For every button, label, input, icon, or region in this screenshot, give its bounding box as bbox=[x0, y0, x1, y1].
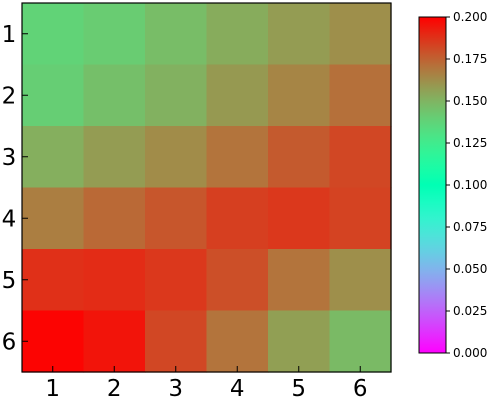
heatmap-cell bbox=[268, 64, 331, 127]
heatmap-cell bbox=[329, 249, 392, 312]
x-tick-label: 2 bbox=[107, 376, 122, 401]
colorbar-ticks: 0.000 0.025 0.050 0.075 0.100 0.125 0.150 0.175… bbox=[446, 10, 487, 360]
heatmap-cell bbox=[83, 187, 146, 250]
y-tick-label: 4 bbox=[2, 206, 17, 232]
heatmap-cell bbox=[206, 64, 269, 127]
plot-frame bbox=[21, 2, 392, 373]
colorbar bbox=[418, 16, 447, 354]
colorbar-tick-label: 0.025 bbox=[453, 304, 487, 318]
y-tick-label: 1 bbox=[2, 22, 17, 48]
heatmap-cell bbox=[145, 64, 208, 127]
y-tick-label: 3 bbox=[2, 145, 17, 171]
heatmap-cell bbox=[145, 249, 208, 312]
heatmap-cell bbox=[22, 126, 85, 189]
colorbar-tick-label: 0.175 bbox=[453, 52, 487, 66]
heatmap-cell bbox=[329, 3, 392, 66]
heatmap-cell bbox=[145, 310, 208, 373]
colorbar-tick-label: 0.125 bbox=[453, 136, 487, 150]
heatmap-cell bbox=[83, 126, 146, 189]
y-axis-ticks: 1 2 3 4 5 6 bbox=[2, 22, 28, 355]
heatmap-cell bbox=[83, 3, 146, 66]
heatmap-cell bbox=[206, 187, 269, 250]
x-tick-label: 4 bbox=[230, 376, 245, 401]
y-tick-label: 5 bbox=[2, 268, 17, 294]
colorbar-tick-label: 0.100 bbox=[453, 178, 487, 192]
x-tick-label: 3 bbox=[168, 376, 183, 401]
heatmap-cell bbox=[22, 64, 85, 127]
x-axis-ticks: 1 2 3 4 5 6 bbox=[45, 366, 368, 401]
heatmap-cell bbox=[268, 126, 331, 189]
y-tick-label: 6 bbox=[2, 329, 17, 355]
heatmap-cell bbox=[268, 3, 331, 66]
colorbar-tick-label: 0.200 bbox=[453, 10, 487, 24]
heatmap-cell bbox=[83, 249, 146, 312]
heatmap-cell bbox=[22, 249, 85, 312]
heatmap-cell bbox=[22, 310, 85, 373]
heatmap-cell bbox=[206, 126, 269, 189]
heatmap-cell bbox=[145, 3, 208, 66]
heatmap-cell bbox=[22, 187, 85, 250]
heatmap-cell bbox=[329, 64, 392, 127]
colorbar-tick-label: 0.050 bbox=[453, 262, 487, 276]
heatmap-cell bbox=[268, 310, 331, 373]
colorbar-tick-label: 0.000 bbox=[453, 346, 487, 360]
heatmap-cell bbox=[206, 3, 269, 66]
x-tick-label: 5 bbox=[291, 376, 306, 401]
heatmap-cell bbox=[22, 3, 85, 66]
colorbar-tick-label: 0.150 bbox=[453, 94, 487, 108]
heatmap-cell bbox=[83, 64, 146, 127]
heatmap-cell bbox=[83, 310, 146, 373]
heatmap-cell bbox=[145, 126, 208, 189]
heatmap-cell bbox=[268, 249, 331, 312]
colorbar-tick-label: 0.075 bbox=[453, 220, 487, 234]
x-tick-label: 6 bbox=[353, 376, 368, 401]
heatmap-cell bbox=[329, 126, 392, 189]
x-tick-label: 1 bbox=[45, 376, 60, 401]
heatmap-cell bbox=[329, 187, 392, 250]
heatmap-cells bbox=[22, 3, 392, 373]
heatmap-cell bbox=[329, 310, 392, 373]
y-tick-label: 2 bbox=[2, 83, 17, 109]
heatmap-cell bbox=[206, 249, 269, 312]
heatmap-cell bbox=[268, 187, 331, 250]
heatmap-cell bbox=[206, 310, 269, 373]
heatmap-cell bbox=[145, 187, 208, 250]
